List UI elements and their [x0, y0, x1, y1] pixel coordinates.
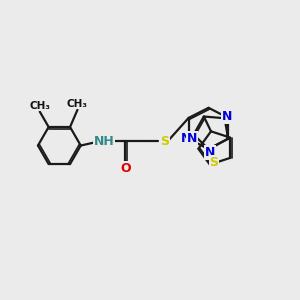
Text: NH: NH: [94, 135, 114, 148]
Text: O: O: [120, 162, 130, 175]
Text: CH₃: CH₃: [29, 100, 50, 111]
Text: N: N: [205, 146, 215, 159]
Text: N: N: [181, 132, 191, 145]
Text: N: N: [187, 132, 198, 145]
Text: N: N: [222, 110, 232, 123]
Text: S: S: [160, 135, 169, 148]
Text: S: S: [209, 156, 218, 169]
Text: CH₃: CH₃: [67, 99, 88, 109]
